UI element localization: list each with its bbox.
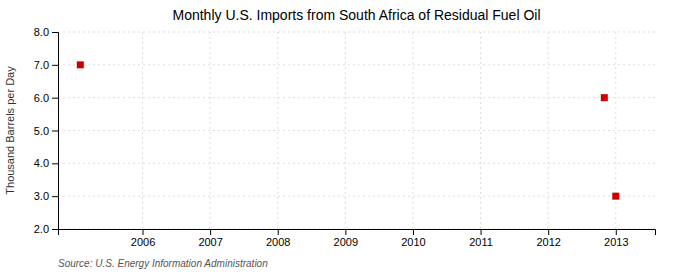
points <box>77 61 619 199</box>
grid-line <box>58 64 655 65</box>
tick-label: 2013 <box>604 236 628 248</box>
tick-label: 5.0 <box>34 125 49 137</box>
chart: 2006 2007 2008 2009 2010 2011 2012 2013 2.0 3.0 4.… <box>0 0 675 275</box>
tick-mark <box>548 229 549 235</box>
tick-label: 2011 <box>469 236 493 248</box>
y-axis: 2.0 3.0 4.0 5.0 6.0 7.0 8.0 <box>34 26 59 235</box>
tick-label: 7.0 <box>34 59 49 71</box>
tick-mark <box>52 163 58 164</box>
tick: 2010 <box>401 229 425 248</box>
tick: 2011 <box>469 229 493 248</box>
tick: 8.0 <box>34 26 58 38</box>
tick: 2012 <box>536 229 560 248</box>
tick-label: 2006 <box>131 236 155 248</box>
tick-mark <box>210 229 211 235</box>
tick-mark <box>413 229 414 235</box>
grid-line <box>58 32 655 33</box>
tick: 2009 <box>334 229 358 248</box>
point <box>612 193 619 200</box>
axis-line <box>52 33 59 230</box>
tick-label: 3.0 <box>34 190 49 202</box>
axis-line <box>59 230 656 236</box>
tick-mark <box>616 229 617 235</box>
tick: 6.0 <box>34 92 58 104</box>
tick: 2007 <box>198 229 222 248</box>
tick-label: 2008 <box>266 236 290 248</box>
tick: 2006 <box>131 229 155 248</box>
grid-line <box>210 32 211 229</box>
tick-mark <box>52 196 58 197</box>
tick: 2013 <box>604 229 628 248</box>
tick: 2008 <box>266 229 290 248</box>
tick: 7.0 <box>34 59 58 71</box>
x-axis: 2006 2007 2008 2009 2010 2011 2012 2013 <box>59 229 656 248</box>
grid <box>58 32 655 229</box>
point <box>601 94 608 101</box>
tick-label: 6.0 <box>34 92 49 104</box>
tick-mark <box>52 131 58 132</box>
tick-mark <box>52 32 58 33</box>
tick-label: 2007 <box>198 236 222 248</box>
point <box>77 61 84 68</box>
tick-mark <box>278 229 279 235</box>
grid-line <box>345 32 346 229</box>
grid-line <box>480 32 481 229</box>
tick-mark <box>143 229 144 235</box>
grid-line <box>142 32 143 229</box>
tick-label: 8.0 <box>34 26 49 38</box>
grid-line <box>548 32 549 229</box>
tick-label: 2009 <box>334 236 358 248</box>
y-axis-title: Thousand Barrels per Day <box>4 66 16 195</box>
grid-line <box>58 97 655 98</box>
grid-line <box>58 130 655 131</box>
tick-mark <box>345 229 346 235</box>
tick-label: 4.0 <box>34 157 49 169</box>
grid-line <box>412 32 413 229</box>
grid-line <box>277 32 278 229</box>
tick-mark <box>52 98 58 99</box>
title: Monthly U.S. Imports from South Africa o… <box>172 7 540 23</box>
tick-mark <box>52 229 58 230</box>
tick: 2.0 <box>34 223 58 235</box>
plot: 2006 2007 2008 2009 2010 2011 2012 2013 2.0 3.0 4.… <box>34 26 656 248</box>
annotation: Source: U.S. Energy Information Administ… <box>58 258 268 269</box>
grid-line <box>58 196 655 197</box>
tick-mark <box>481 229 482 235</box>
tick: 3.0 <box>34 190 58 202</box>
grid-line <box>58 163 655 164</box>
tick-label: 2012 <box>536 236 560 248</box>
tick: 4.0 <box>34 157 58 169</box>
tick-label: 2010 <box>401 236 425 248</box>
tick-label: 2.0 <box>34 223 49 235</box>
tick-mark <box>52 65 58 66</box>
tick: 5.0 <box>34 125 58 137</box>
